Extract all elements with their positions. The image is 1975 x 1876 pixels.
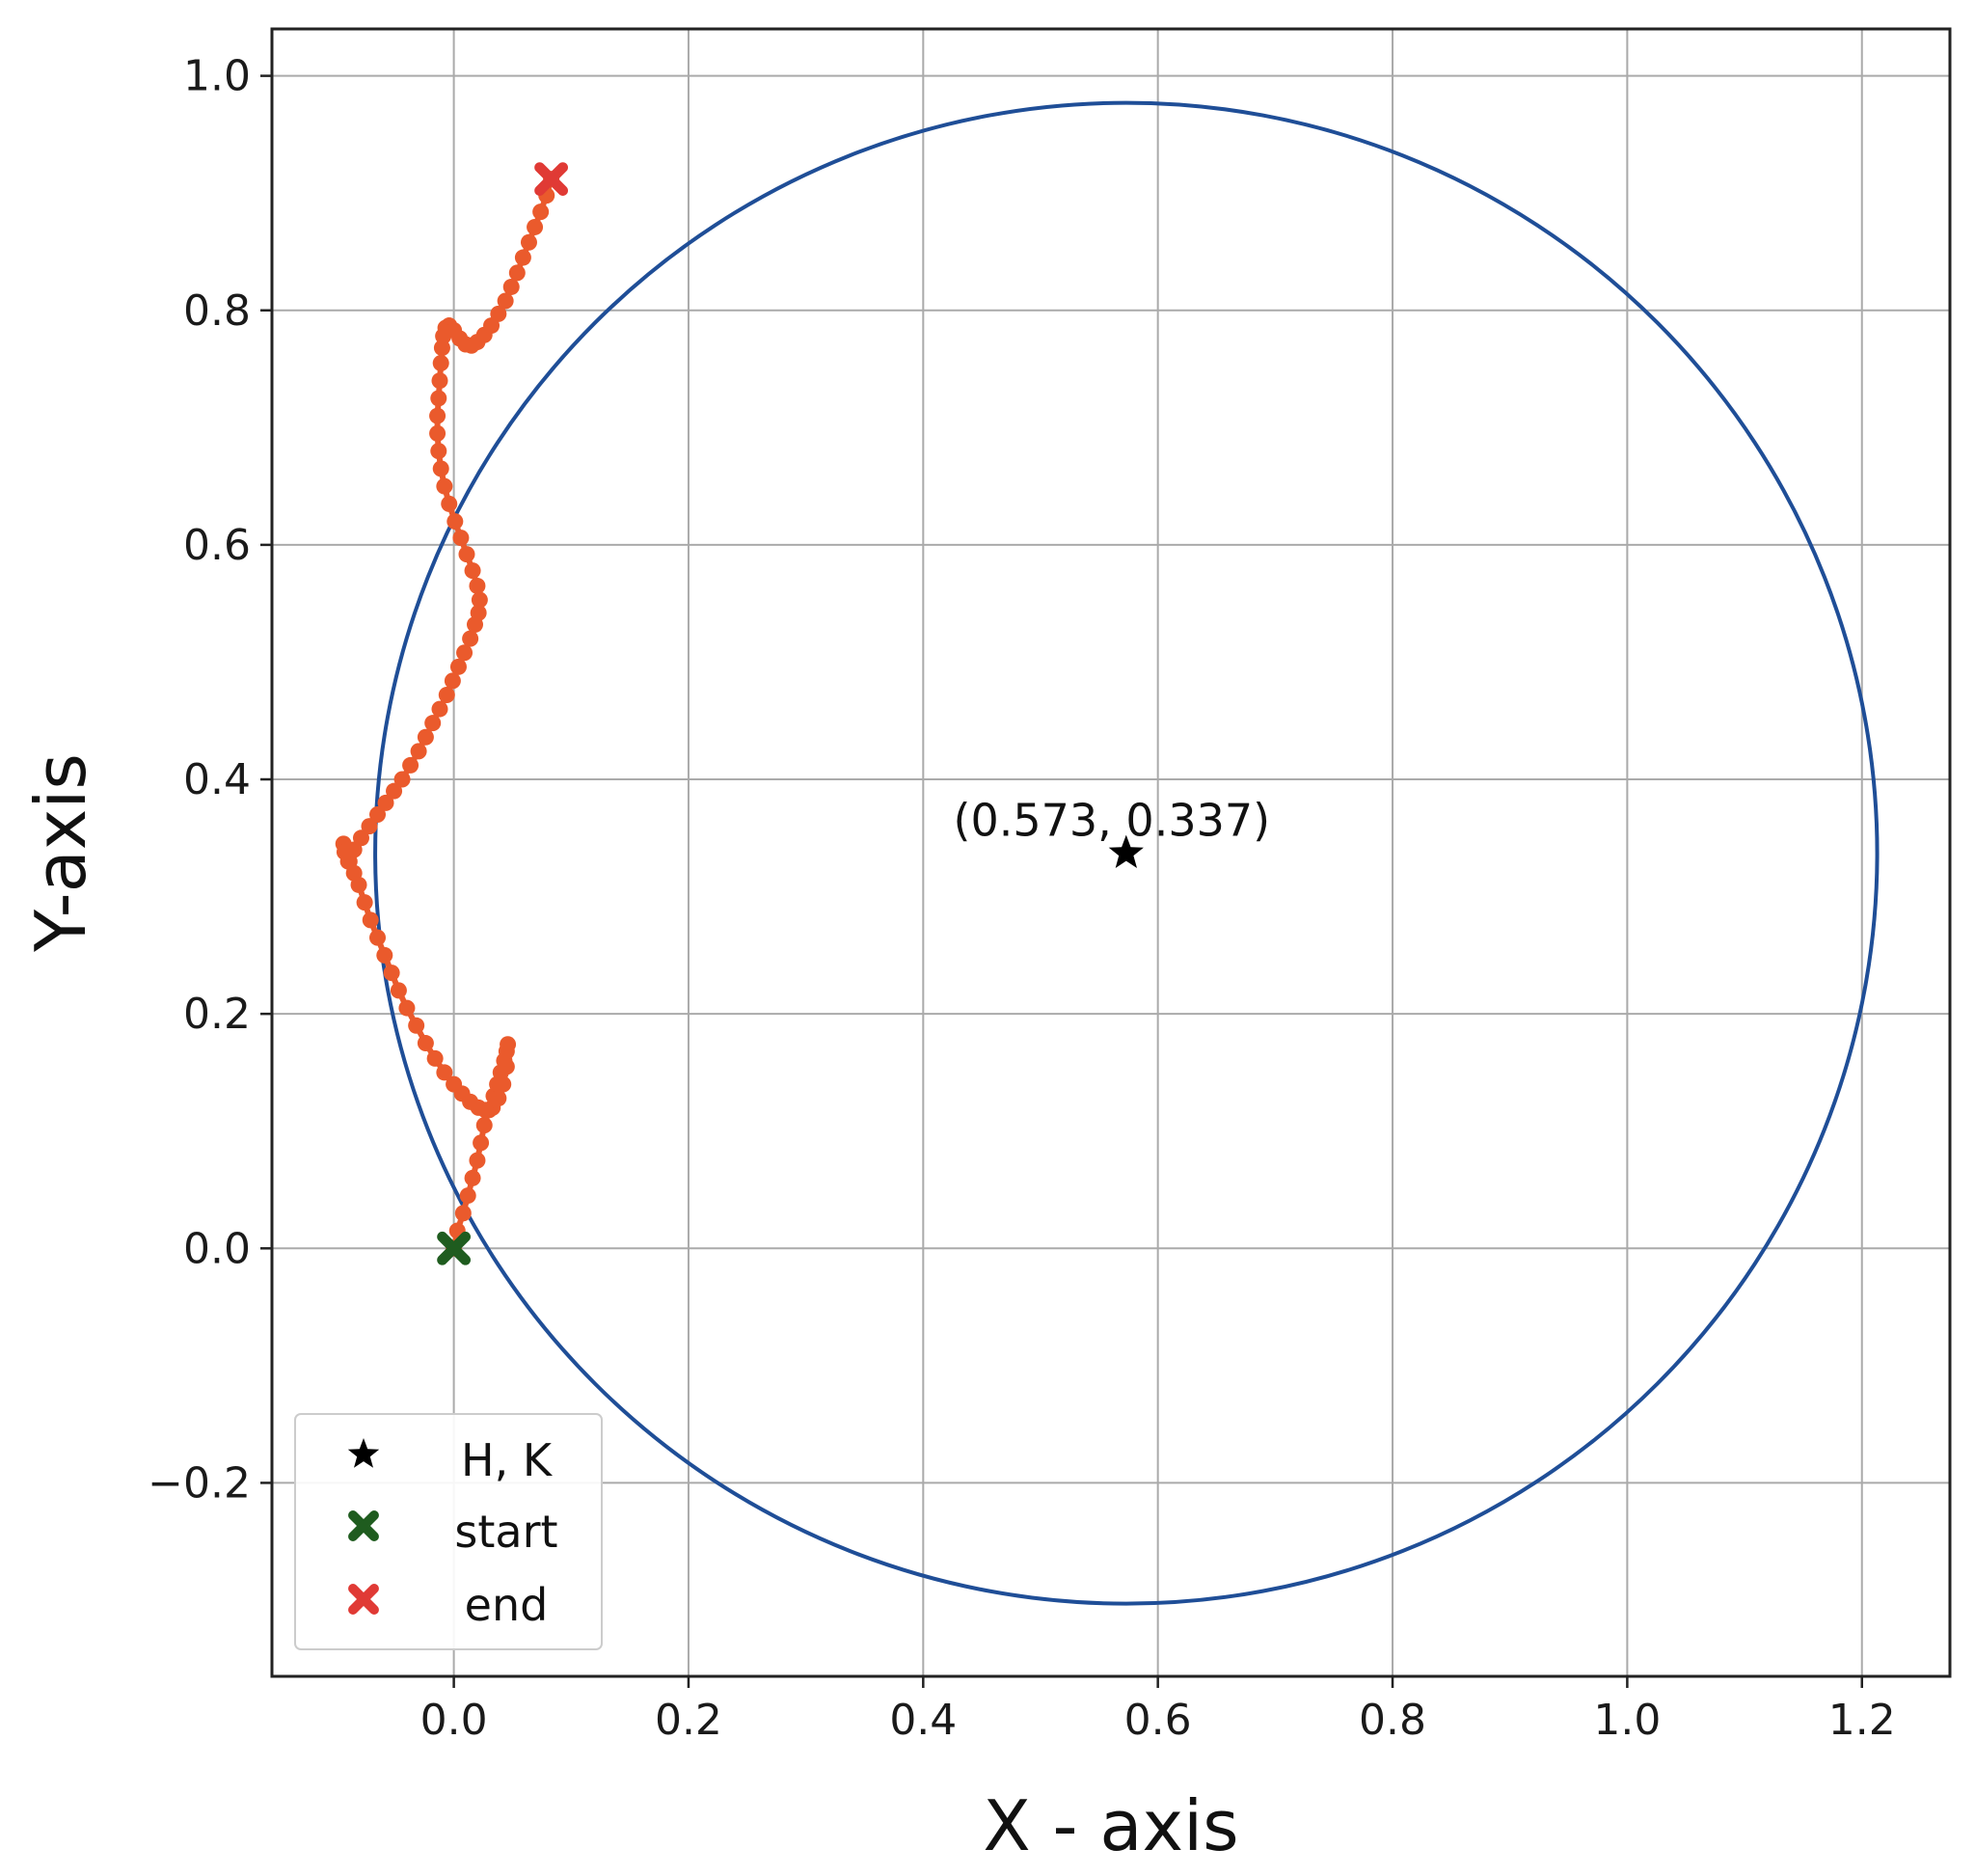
trajectory-point [356, 894, 373, 911]
center-annotation: (0.573, 0.337) [954, 795, 1271, 847]
trajectory-point [469, 1152, 486, 1169]
trajectory-point [452, 530, 470, 547]
trajectory-point [462, 630, 479, 647]
trajectory-point [432, 354, 449, 371]
trajectory-point [470, 604, 487, 621]
trajectory-point [532, 204, 550, 221]
trajectory-point [508, 264, 526, 282]
x-tick-label: 1.0 [1593, 1696, 1661, 1745]
legend-center-marker [347, 1438, 380, 1468]
trajectory-point [475, 1117, 493, 1134]
trajectory-point [424, 715, 442, 732]
trajectory-point [361, 818, 378, 835]
trajectory-point [438, 686, 455, 703]
trajectory-point [383, 965, 400, 982]
trajectory-point [386, 782, 403, 800]
y-tick-label: 0.6 [183, 521, 251, 570]
trajectory-point [417, 1035, 434, 1052]
legend-end-marker [348, 1584, 379, 1615]
start-marker-stroke-b [437, 1231, 472, 1265]
trajectory-point [514, 249, 531, 266]
trajectory-point [520, 233, 537, 251]
x-tick-label: 0.8 [1359, 1696, 1426, 1745]
trajectory-point [497, 292, 514, 310]
end-marker-stroke-b [534, 162, 568, 197]
center-marker [1108, 834, 1144, 868]
y-tick-label: 0.4 [183, 755, 251, 804]
trajectory-point [495, 1075, 512, 1093]
trajectory-point [454, 1205, 472, 1222]
trajectory-point [458, 546, 475, 563]
trajectory-point [369, 929, 387, 946]
trajectory-point [393, 771, 411, 788]
legend: H, K start end [294, 1413, 603, 1650]
trajectory-point [441, 495, 458, 512]
trajectory-point [430, 390, 447, 407]
trajectory-point [446, 513, 464, 530]
trajectory-point [469, 577, 486, 594]
trajectory-point [369, 805, 387, 823]
trajectory-point [402, 756, 419, 774]
trajectory-point [444, 672, 461, 690]
x-tick-label: 0.2 [655, 1696, 722, 1745]
trajectory-point [500, 1036, 517, 1053]
trajectory-point [429, 407, 446, 424]
trajectory-point [377, 794, 394, 811]
trajectory-point [410, 743, 427, 760]
ticks: 0.0 0.2 0.4 0.6 0.8 1.0 1.2 −0.2 0.0 0.2 0.4 0.6 0.8… [148, 52, 1896, 1745]
trajectory-point [408, 1017, 425, 1034]
plot-frame [270, 27, 1952, 1678]
y-tick-label: 1.0 [183, 52, 251, 101]
trajectory-point [436, 477, 453, 495]
y-axis-label: Y-axis [20, 753, 101, 953]
trajectory-point [436, 1064, 453, 1081]
trajectory-point [376, 946, 393, 964]
trajectory-point [352, 829, 369, 847]
trajectory-point [449, 658, 467, 675]
trajectory-point [490, 305, 507, 322]
trajectory-point [431, 700, 448, 718]
y-tick-label: 0.0 [183, 1224, 251, 1273]
trajectory-point [429, 424, 446, 442]
marker-layer [437, 162, 1144, 1265]
trajectory-point [398, 999, 416, 1017]
x-tick-label: 0.6 [1124, 1696, 1192, 1745]
trajectory-point [426, 1049, 444, 1067]
trajectory-point [459, 1187, 476, 1205]
x-tick-label: 1.2 [1828, 1696, 1896, 1745]
y-tick-label: 0.8 [183, 286, 251, 336]
trajectory-point [431, 372, 448, 390]
fit-circle [373, 100, 1880, 1606]
trajectory-point [390, 982, 407, 999]
y-tick-label: −0.2 [148, 1458, 251, 1508]
legend-label-end: end [465, 1579, 549, 1631]
legend-start-marker-stroke-b [348, 1510, 379, 1541]
end-marker [534, 162, 568, 197]
x-axis-label: X - axis [983, 1785, 1238, 1866]
start-marker [437, 1231, 472, 1265]
trajectory-point [430, 443, 447, 460]
trajectory-point [446, 1075, 463, 1093]
circle-layer [373, 100, 1880, 1606]
trajectory-point [498, 1058, 515, 1075]
trajectory-point [464, 1169, 481, 1186]
y-tick-label: 0.2 [183, 990, 251, 1039]
trajectory-point [473, 1134, 490, 1152]
legend-label-start: start [454, 1506, 557, 1558]
trajectory-point [417, 728, 434, 746]
path-layer [335, 171, 560, 1257]
x-tick-label: 0.4 [889, 1696, 957, 1745]
trajectory-point [456, 644, 473, 662]
trajectory-point [471, 591, 488, 609]
legend-start-marker [348, 1510, 379, 1541]
trajectory-point [527, 218, 544, 235]
x-tick-label: 0.0 [420, 1696, 488, 1745]
trajectory-point [464, 562, 481, 580]
legend-end-marker-stroke-b [348, 1584, 379, 1615]
legend-label-center: H, K [461, 1434, 554, 1486]
trajectory-point [362, 911, 379, 929]
trajectory-point [432, 460, 449, 477]
trajectory-point [502, 278, 520, 295]
